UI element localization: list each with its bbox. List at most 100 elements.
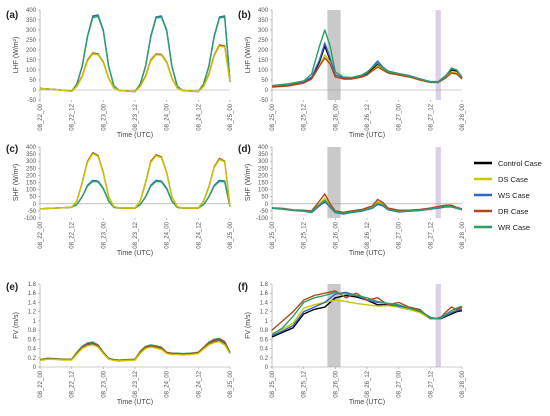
x-tick-label: 08_23_12 [133,370,139,397]
panel-4: 0 0.2 0.4 0.6 0.8 1 1.2 1.4 1.6 1.8 08_22_00 08_22_… [6,282,234,406]
y-tick-label: 1.6 [260,291,269,297]
x-tick-label: 08_25_12 [302,221,308,248]
x-tick-label: 08_22_12 [70,103,76,130]
y-tick-label: -50 [27,209,36,215]
legend-label: WR Case [498,223,530,232]
y-tick-label: 350 [258,18,269,24]
panel-5: 0 0.2 0.4 0.6 0.8 1 1.2 1.4 1.6 1.8 08_25_00 08_25_… [238,282,466,406]
y-tick-label: 1 [33,319,37,325]
series-line-ws-case [271,42,463,87]
x-tick-label: 08_25_12 [302,370,308,397]
x-tick-label: 08_26_12 [365,370,371,397]
y-tick-label: 100 [26,188,37,194]
y-tick-label: 1.4 [28,300,37,306]
y-tick-label: 200 [26,48,37,54]
y-tick-label: 400 [258,8,269,14]
shaded-band [435,147,441,218]
y-tick-label: 250 [258,38,269,44]
panel-label: (f) [238,282,248,293]
x-tick-label: 08_25_00 [270,370,276,397]
x-axis-label: Time (UTC) [117,250,153,257]
y-tick-label: -100 [24,216,37,222]
y-tick-label: 0.8 [28,328,37,334]
y-tick-label: 0.6 [260,337,269,343]
x-tick-label: 08_22_00 [38,370,44,397]
y-tick-label: 400 [258,145,269,151]
y-tick-label: 0 [265,365,269,371]
y-tick-label: 0.8 [260,328,269,334]
y-tick-label: 0.4 [260,347,269,353]
y-tick-label: 300 [26,28,37,34]
x-tick-label: 08_27_00 [397,221,403,248]
y-tick-label: 300 [258,159,269,165]
y-tick-label: 200 [26,173,37,179]
y-tick-label: 100 [258,68,269,74]
panel-label: (a) [6,10,18,21]
y-tick-label: -50 [259,209,268,215]
x-tick-label: 08_24_00 [165,103,171,130]
y-tick-label: 400 [26,8,37,14]
x-tick-label: 08_25_00 [228,103,234,130]
y-tick-label: 350 [258,152,269,158]
y-tick-label: 1.8 [260,282,269,288]
y-tick-label: 1.8 [28,282,37,288]
series-line-wr-case [39,180,231,210]
x-tick-label: 08_24_12 [196,370,202,397]
x-tick-label: 08_26_00 [333,370,339,397]
y-tick-label: 400 [26,145,37,151]
y-tick-label: 350 [26,152,37,158]
x-tick-label: 08_25_00 [228,370,234,397]
series-line-dr-case [39,44,231,93]
series-line-wr-case [271,291,463,336]
y-tick-label: -100 [256,216,269,222]
x-tick-label: 08_28_00 [460,103,466,130]
legend-label: Control Case [498,159,542,168]
x-tick-label: 08_22_00 [38,221,44,248]
shaded-band [327,284,341,367]
series-line-wr-case [39,15,231,93]
x-axis-label: Time (UTC) [117,132,153,139]
y-tick-label: 0.4 [28,347,37,353]
x-tick-label: 08_25_00 [228,221,234,248]
y-tick-label: 1.2 [260,310,269,316]
x-tick-label: 08_25_12 [302,103,308,130]
y-tick-label: 100 [26,68,37,74]
y-tick-label: 350 [26,18,37,24]
y-tick-label: 0 [33,202,37,208]
y-tick-label: 1.4 [260,300,269,306]
series-line-ws-case [271,291,463,337]
x-tick-label: 08_25_00 [270,221,276,248]
x-tick-label: 08_24_12 [196,221,202,248]
y-tick-label: 100 [258,188,269,194]
y-tick-label: 200 [258,48,269,54]
y-axis-label: LHF (W/m²) [245,37,252,74]
x-tick-label: 08_26_00 [333,221,339,248]
x-tick-label: 08_23_00 [101,221,107,248]
shaded-band [435,10,441,100]
y-tick-label: 150 [26,181,37,187]
x-tick-label: 08_27_00 [397,103,403,130]
x-tick-label: 08_24_00 [165,370,171,397]
x-tick-label: 08_26_12 [365,221,371,248]
y-tick-label: 250 [26,166,37,172]
y-axis-label: FV (m/s) [245,312,252,339]
y-tick-label: 50 [29,195,36,201]
y-axis-label: SHF (W/m²) [245,164,252,201]
series-line-dr-case [271,193,463,213]
y-tick-label: 200 [258,173,269,179]
y-tick-label: 0 [265,88,269,94]
panel-label: (c) [6,144,18,155]
y-tick-label: 0 [33,88,37,94]
x-tick-label: 08_23_00 [101,370,107,397]
shaded-band [327,147,341,218]
y-tick-label: 150 [258,58,269,64]
legend-group: Control Case DS Case WS Case DR Case WR Case [474,159,542,232]
series-line-ds-case [39,45,231,93]
x-axis-label: Time (UTC) [349,250,385,257]
series-line-dr-case [39,338,231,362]
y-axis-label: FV (m/s) [13,312,20,339]
legend-label: DR Case [498,207,528,216]
panel-0: -50 0 50 100 150 200 250 300 350 400 08_22_00 08_22… [6,8,234,139]
